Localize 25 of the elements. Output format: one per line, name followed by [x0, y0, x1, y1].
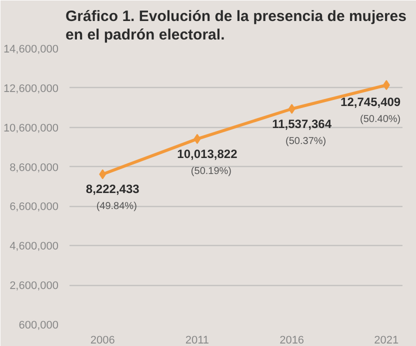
y-tick-label: 14,600,000 [3, 44, 59, 56]
data-label: 8,222,433 [86, 182, 140, 196]
x-tick-label: 2016 [280, 334, 304, 346]
y-tick-label: 8,600,000 [10, 162, 58, 174]
chart-title: Gráfico 1. Evolución de la presencia de mujeres en el padrón electoral. [66, 8, 406, 44]
point [288, 104, 296, 114]
data-label: 12,745,409 [340, 95, 401, 110]
annotation: (50.40%) [360, 114, 401, 126]
data-label: 10,013,822 [177, 146, 238, 161]
y-tick-label: 4,600,000 [10, 240, 58, 253]
annotation: (50.19%) [190, 166, 232, 177]
point [99, 169, 106, 180]
annotation: (49.84%) [96, 201, 137, 212]
x-tick-label: 2006 [90, 334, 115, 346]
y-tick-label: 12,600,000 [3, 82, 59, 95]
x-tick-label: 2011 [185, 334, 210, 346]
annotation: (50.37%) [286, 136, 326, 147]
point [382, 80, 390, 90]
y-tick-label: 2,600,000 [10, 280, 58, 292]
y-tick-label: 600,000 [18, 320, 59, 332]
data-label: 11,537,364 [272, 116, 332, 131]
x-tick-label: 2021 [374, 334, 399, 346]
y-tick-label: 6,600,000 [10, 201, 58, 214]
y-tick-label: 10,600,000 [3, 122, 59, 134]
point [194, 134, 201, 144]
